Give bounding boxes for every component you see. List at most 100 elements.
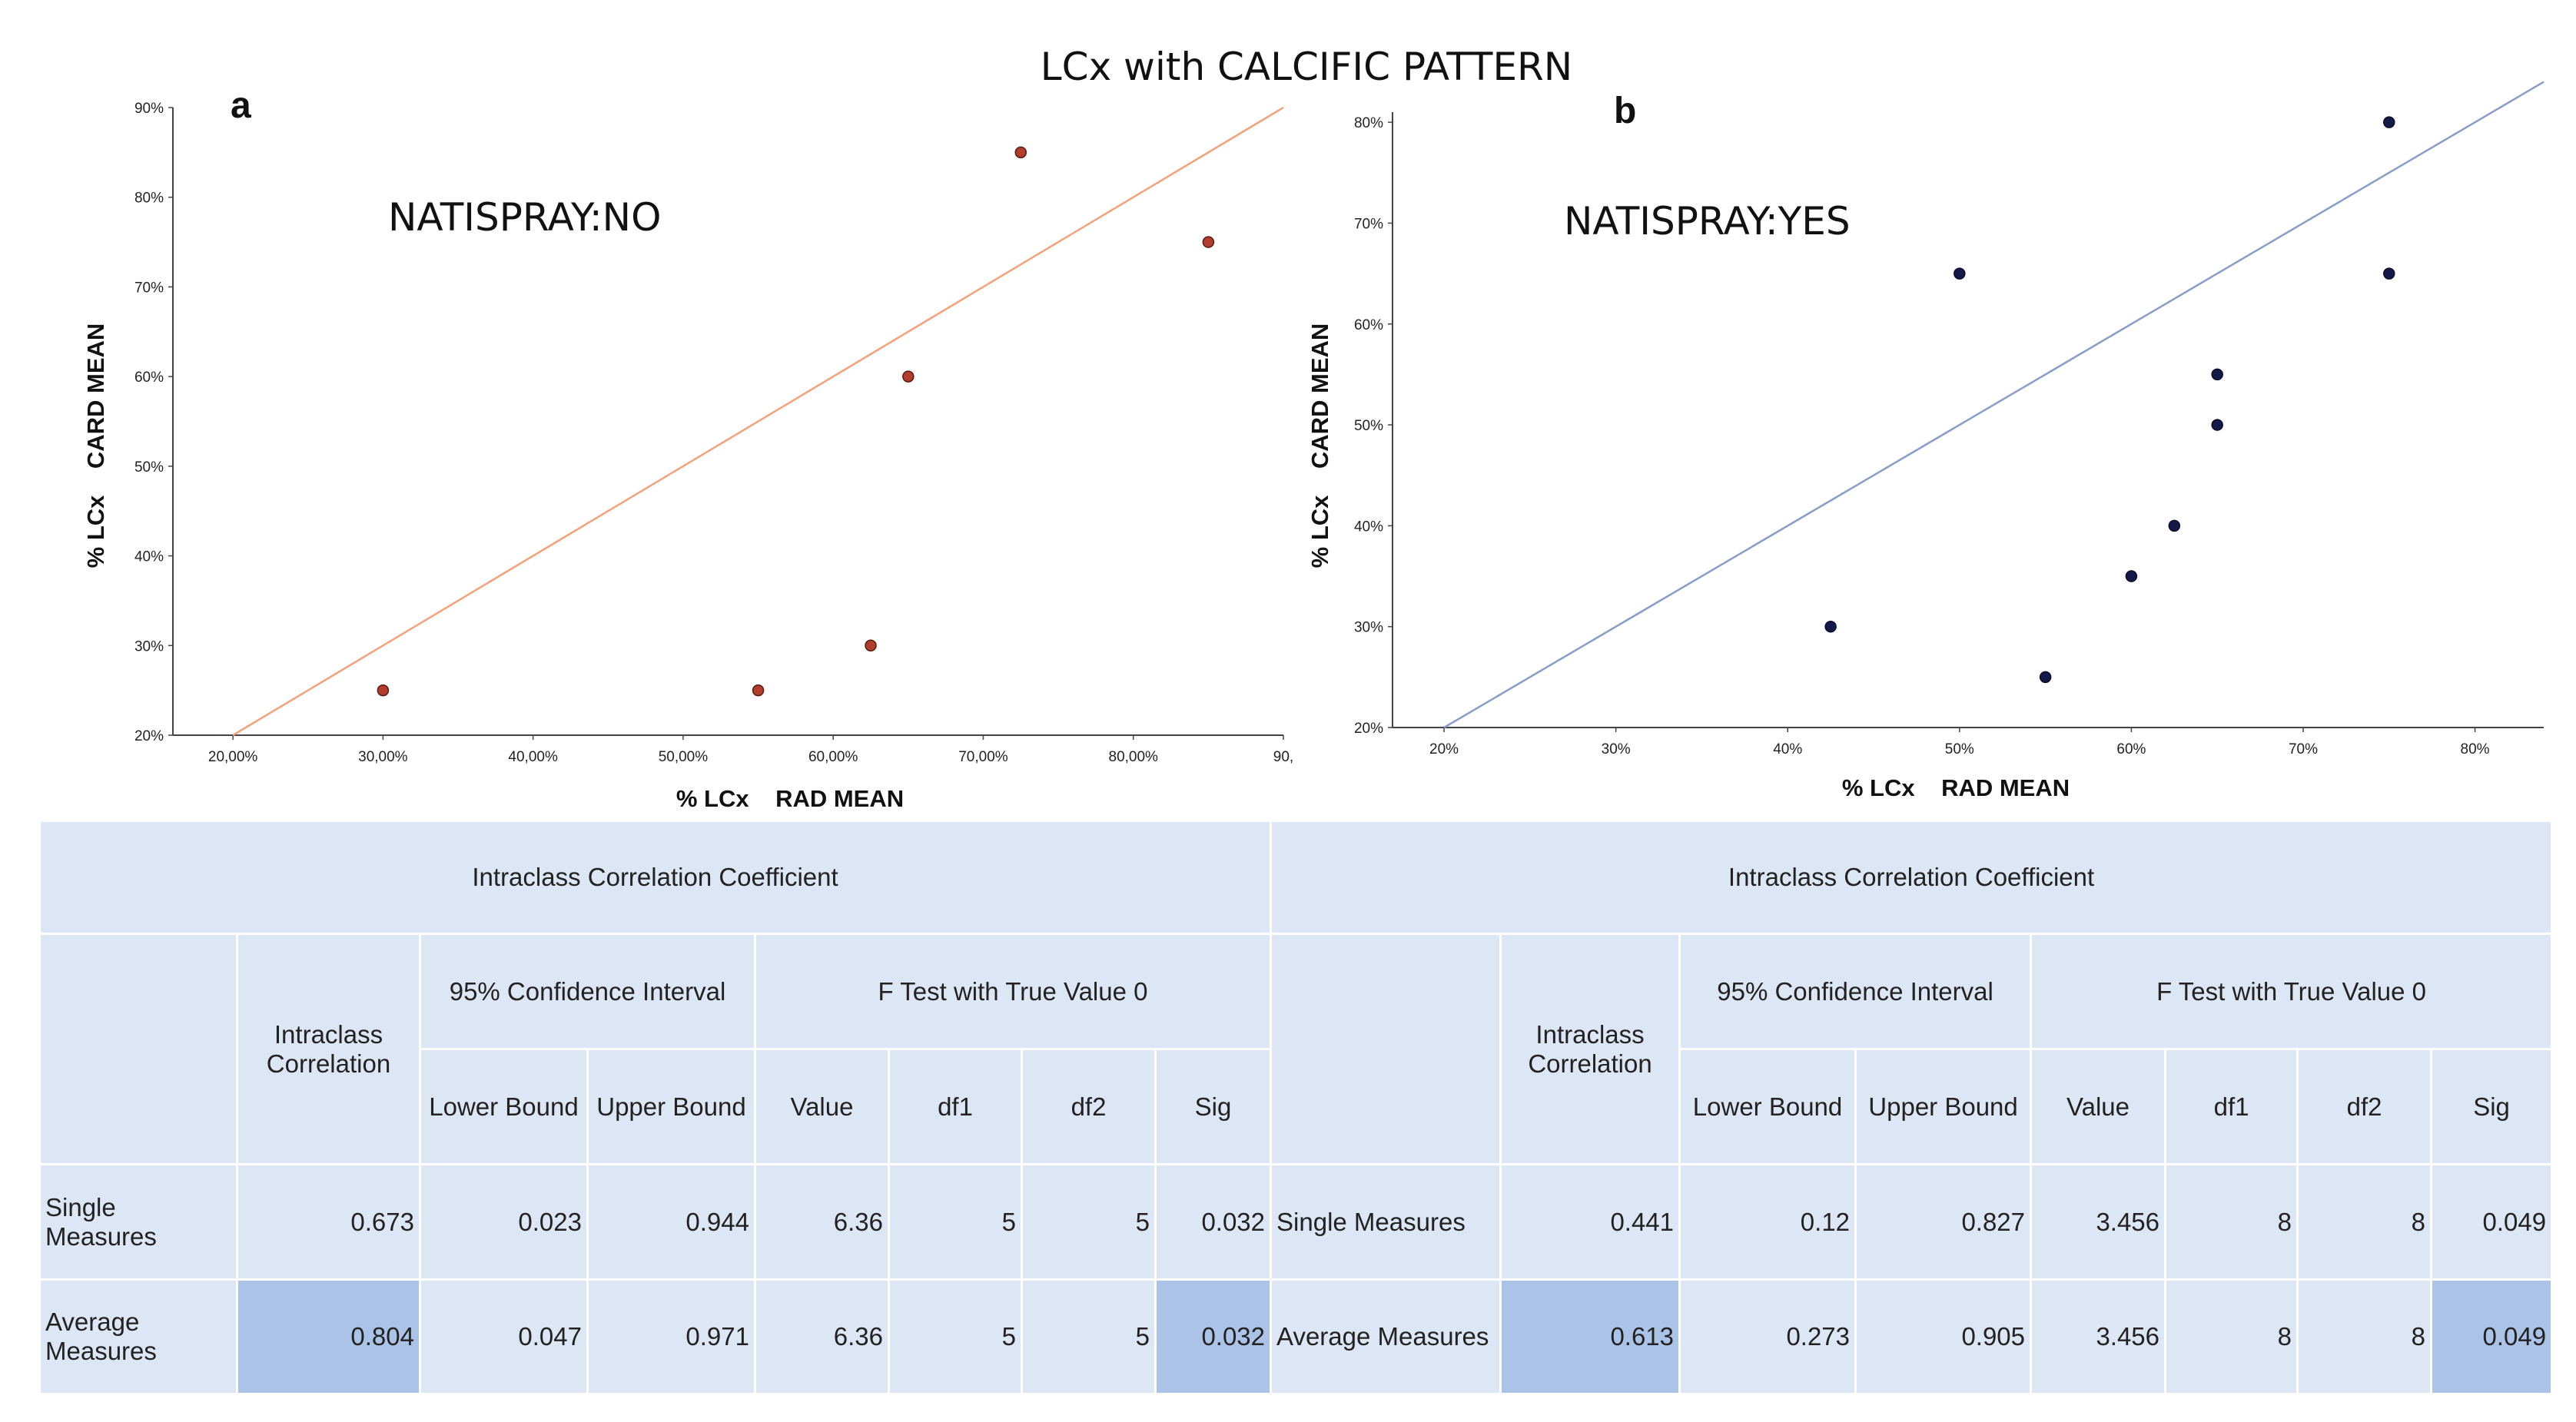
- row-label-header-left: [38, 933, 238, 1165]
- data-point-b: [2211, 368, 2223, 381]
- df2-header-left: df2: [1021, 1048, 1157, 1165]
- df2-value: 5: [1021, 1278, 1157, 1395]
- data-point-b: [2039, 671, 2052, 684]
- reference-line-a: [232, 106, 1284, 737]
- sig-value-highlighted: 0.032: [1154, 1278, 1273, 1395]
- data-point-a: [377, 684, 390, 697]
- table-row-single: Single Measures 0.673 0.023 0.944 6.36 5…: [38, 1163, 2554, 1281]
- y-tick-label-a: 20%: [134, 728, 164, 744]
- row-label-left: Average Measures: [38, 1278, 238, 1395]
- ftest-header-right: F Test with True Value 0: [2030, 933, 2554, 1050]
- row-label-right: Average Measures: [1270, 1278, 1502, 1395]
- df1-value: 5: [888, 1163, 1023, 1281]
- df2-value: 8: [2296, 1163, 2433, 1281]
- annotation-b: NATISPRAY:YES: [1564, 199, 1851, 244]
- value-header-left: Value: [754, 1048, 890, 1165]
- lower-bound-header-left: Lower Bound: [419, 1048, 589, 1165]
- data-point-b: [2383, 267, 2395, 280]
- upper-bound-value: 0.827: [1854, 1163, 2033, 1281]
- panel-label-b: b: [1614, 91, 1636, 131]
- df2-value: 8: [2296, 1278, 2433, 1395]
- table-title-right: Intraclass Correlation Coefficient: [1270, 820, 2554, 935]
- y-axis-label-b: % LCx CARD MEAN: [1306, 323, 1333, 568]
- icc-value: 0.441: [1499, 1163, 1681, 1281]
- table-group-header-row: Intraclass Correlation 95% Confidence In…: [38, 933, 2554, 1165]
- ci-header-right: 95% Confidence Interval: [1678, 933, 2033, 1050]
- x-tick-label-a: 60,00%: [808, 749, 858, 765]
- x-tick-label-a: 30,00%: [358, 749, 408, 765]
- x-tick-label-b: 20%: [1429, 741, 1459, 757]
- reference-line-b: [1443, 81, 2544, 729]
- f-value: 6.36: [754, 1163, 890, 1281]
- scatter-panel-a: a NATISPRAY:NO 20,00% 30,00% 40,00% 50,00% 6…: [82, 85, 1293, 812]
- y-tick-label-b: 50%: [1354, 418, 1383, 434]
- plot-elements-a: 20,00% 30,00% 40,00% 50,00% 60,00% 70,00% 80,0…: [134, 101, 1293, 765]
- value-header-right: Value: [2030, 1048, 2167, 1165]
- upper-bound-header-right: Upper Bound: [1854, 1048, 2033, 1165]
- y-tick-label-a: 60%: [134, 370, 164, 386]
- data-point-a: [1202, 236, 1215, 248]
- data-point-a: [865, 639, 877, 652]
- data-point-b: [2383, 116, 2395, 128]
- x-tick-label-a: 90,: [1273, 749, 1293, 765]
- scatter-panel-b: b NATISPRAY:YES 20% 30% 40% 50% 60% 70% 80%20%…: [1306, 81, 2544, 801]
- row-label-right: Single Measures: [1270, 1163, 1502, 1281]
- x-tick-label-b: 40%: [1773, 741, 1802, 757]
- data-point-a: [902, 370, 915, 383]
- sig-value: 0.032: [1154, 1163, 1273, 1281]
- table-subheader-row: Lower Bound Upper Bound Value df1 df2 Si…: [40, 1048, 2554, 1165]
- y-tick-label-b: 20%: [1354, 721, 1383, 737]
- upper-bound-header-left: Upper Bound: [586, 1048, 756, 1165]
- x-tick-label-b: 80%: [2461, 741, 2490, 757]
- x-tick-label-b: 60%: [2116, 741, 2146, 757]
- df1-value: 8: [2164, 1163, 2299, 1281]
- data-point-b: [2125, 570, 2138, 582]
- icc-value-highlighted: 0.804: [236, 1278, 421, 1395]
- icc-value: 0.673: [236, 1163, 421, 1281]
- sig-header-right: Sig: [2430, 1048, 2554, 1165]
- sig-value-highlighted: 0.049: [2430, 1278, 2554, 1395]
- x-tick-label-a: 70,00%: [958, 749, 1008, 765]
- df2-value: 5: [1021, 1163, 1157, 1281]
- plot-elements-b: 20% 30% 40% 50% 60% 70% 80% 20% 30% 40% 50% 60% 70% 8…: [1354, 81, 2544, 757]
- table-title-left: Intraclass Correlation Coefficient: [38, 820, 1273, 935]
- x-axis-label-a: % LCx RAD MEAN: [676, 785, 904, 812]
- y-tick-label-a: 70%: [134, 280, 164, 296]
- y-tick-label-a: 50%: [134, 459, 164, 476]
- lower-bound-value: 0.12: [1678, 1163, 1857, 1281]
- x-tick-label-b: 70%: [2289, 741, 2318, 757]
- table-row-average: Average Measures 0.804 0.047 0.971 6.36 …: [38, 1278, 2554, 1395]
- annotation-a: NATISPRAY:NO: [388, 195, 661, 240]
- f-value: 3.456: [2030, 1163, 2167, 1281]
- lower-bound-header-right: Lower Bound: [1678, 1048, 1857, 1165]
- row-label-left: Single Measures: [38, 1163, 238, 1281]
- charts-canvas: LCx with CALCIFIC PATTERN a NATISPRAY:NO…: [82, 45, 2544, 812]
- data-point-a: [1014, 146, 1027, 159]
- lower-bound-value: 0.023: [419, 1163, 589, 1281]
- sig-header-left: Sig: [1154, 1048, 1273, 1165]
- data-point-a: [752, 684, 765, 697]
- y-tick-label-a: 40%: [134, 549, 164, 565]
- upper-bound-value: 0.905: [1854, 1278, 2033, 1395]
- data-point-b: [1954, 267, 1966, 280]
- x-axis-label-b: % LCx RAD MEAN: [1842, 774, 2070, 801]
- upper-bound-value: 0.971: [586, 1278, 756, 1395]
- y-tick-label-a: 80%: [134, 191, 164, 207]
- icc-table: Intraclass Correlation Coefficient Intra…: [38, 820, 2554, 1395]
- df1-header-left: df1: [888, 1048, 1023, 1165]
- df1-value: 8: [2164, 1278, 2299, 1395]
- x-tick-label-a: 80,00%: [1109, 749, 1159, 765]
- y-tick-label-b: 60%: [1354, 317, 1383, 333]
- data-point-b: [1824, 620, 1837, 633]
- y-tick-label-b: 40%: [1354, 519, 1383, 535]
- ci-header-left: 95% Confidence Interval: [419, 933, 756, 1050]
- df2-header-right: df2: [2296, 1048, 2433, 1165]
- y-tick-label-b: 70%: [1354, 216, 1383, 232]
- y-tick-label-a: 90%: [134, 101, 164, 117]
- icc-value-highlighted: 0.613: [1499, 1278, 1681, 1395]
- f-value: 3.456: [2030, 1278, 2167, 1395]
- sig-value: 0.049: [2430, 1163, 2554, 1281]
- panel-label-a: a: [231, 85, 251, 126]
- row-label-header-right: [1270, 933, 1502, 1165]
- x-tick-label-a: 20,00%: [208, 749, 258, 765]
